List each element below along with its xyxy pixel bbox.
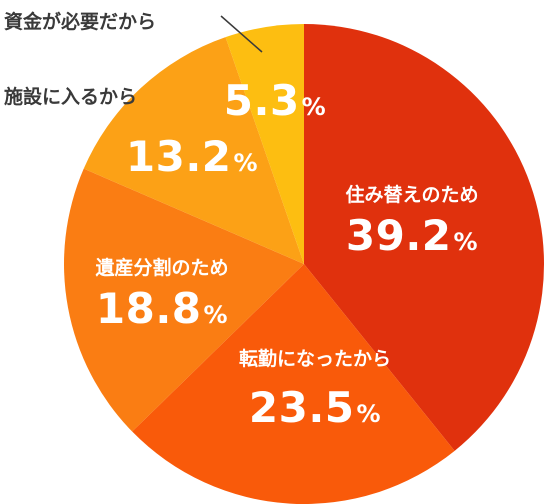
external-label-funds: 資金が必要だから — [4, 11, 157, 33]
slice-label-relocation: 住み替えのため 39.2% — [345, 184, 479, 260]
slice-value-funds: 5.3% — [223, 76, 327, 125]
pie-slice-2 — [64, 168, 304, 432]
slice-value-facility: 13.2% — [125, 132, 259, 181]
external-label-facility: 施設に入るから — [4, 86, 138, 108]
pie-slice-4 — [225, 24, 304, 264]
pie-slice-1 — [132, 264, 455, 504]
pie-slice-3 — [83, 37, 304, 264]
slice-label-inheritance: 遺産分割のため 18.8% — [95, 257, 229, 333]
pie-slice-0 — [304, 24, 544, 451]
leader-line-funds — [220, 15, 263, 53]
slice-label-transfer: 転勤になったから 23.5% — [238, 348, 391, 432]
